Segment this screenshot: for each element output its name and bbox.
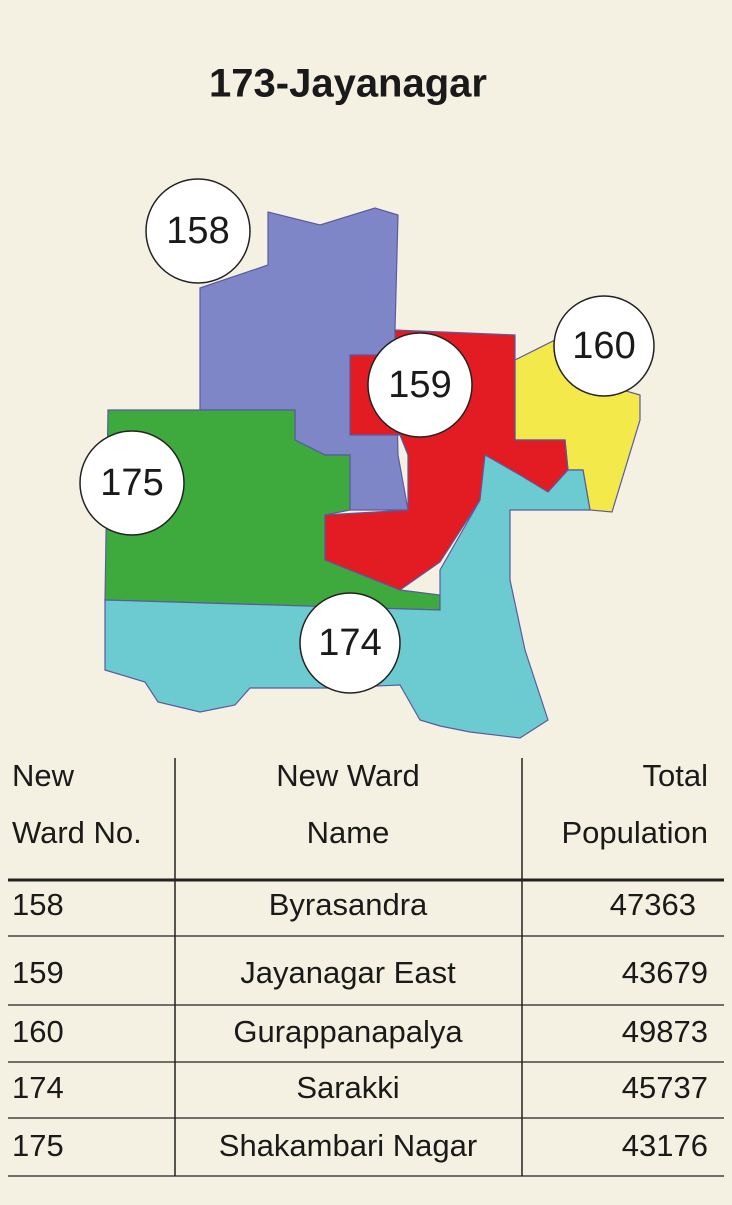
ward-label: 159 [388,364,451,406]
table-cell: Shakambari Nagar [219,1128,477,1163]
table-cell: 47363 [610,887,696,922]
column-header: New Ward [276,758,420,793]
ward-label-circle [299,592,401,694]
table-cell: 49873 [622,1014,708,1049]
ward-label: 158 [166,210,229,252]
table-cell: Byrasandra [269,887,428,922]
table-cell: 174 [12,1070,64,1105]
table-cell: 43176 [622,1128,708,1163]
column-header: Name [307,815,390,850]
table-cell: Gurappanapalya [233,1014,463,1049]
ward-label: 160 [572,325,635,367]
table: New Ward No. New Ward Name Total Population 15… [12,758,708,1163]
table-cell: Sarakki [296,1070,399,1105]
table-rules [8,758,724,1177]
ward-label: 175 [100,462,163,504]
table-cell: 45737 [622,1070,708,1105]
title: 173-Jayanagar [209,62,487,106]
table-cell: Jayanagar East [240,955,456,990]
ward-label: 174 [318,622,381,664]
table-cell: 43679 [622,955,708,990]
column-header: Ward No. [12,815,142,850]
ward-label-circle [145,178,251,284]
table-cell: 160 [12,1014,64,1049]
table-cell: 175 [12,1128,64,1163]
table-cell: 159 [12,955,64,990]
table-cell: 158 [12,887,64,922]
column-header: Population [561,815,708,850]
ward-label-circle [367,332,473,438]
ward-labels: 158 159 160 174 175 [79,178,655,694]
ward-174-area [104,454,591,739]
column-header: New [12,758,75,793]
ward-label-circle [553,295,655,397]
ward-label-circle [79,430,185,536]
column-header: Total [643,758,708,793]
